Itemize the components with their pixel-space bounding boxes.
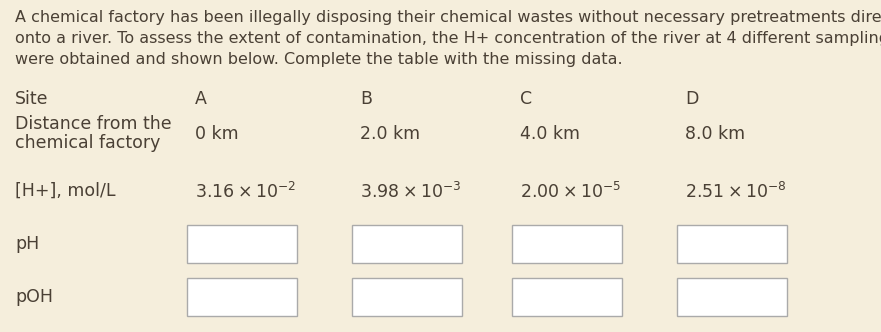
Text: pOH: pOH — [15, 288, 53, 306]
Bar — [512, 225, 622, 263]
Text: $3.16 \times 10^{-2}$: $3.16 \times 10^{-2}$ — [195, 182, 296, 202]
Text: [H+], mol/L: [H+], mol/L — [15, 182, 115, 200]
Text: $2.51 \times 10^{-8}$: $2.51 \times 10^{-8}$ — [685, 182, 787, 202]
Bar — [352, 225, 462, 263]
Bar — [677, 225, 787, 263]
Bar — [512, 278, 622, 316]
Text: Distance from the: Distance from the — [15, 115, 172, 133]
Text: onto a river. To assess the extent of contamination, the H+ concentration of the: onto a river. To assess the extent of co… — [15, 31, 881, 46]
Bar — [352, 278, 462, 316]
Text: B: B — [360, 90, 372, 108]
Text: C: C — [520, 90, 532, 108]
Text: 2.0 km: 2.0 km — [360, 125, 420, 143]
Bar — [187, 278, 297, 316]
Text: A chemical factory has been illegally disposing their chemical wastes without ne: A chemical factory has been illegally di… — [15, 10, 881, 25]
Text: $2.00 \times 10^{-5}$: $2.00 \times 10^{-5}$ — [520, 182, 621, 202]
Text: Site: Site — [15, 90, 48, 108]
Bar — [187, 225, 297, 263]
Text: 8.0 km: 8.0 km — [685, 125, 745, 143]
Bar — [677, 278, 787, 316]
Text: A: A — [195, 90, 207, 108]
Text: pH: pH — [15, 235, 40, 253]
Text: chemical factory: chemical factory — [15, 134, 160, 152]
Text: D: D — [685, 90, 699, 108]
Text: were obtained and shown below. Complete the table with the missing data.: were obtained and shown below. Complete … — [15, 52, 623, 67]
Text: 0 km: 0 km — [195, 125, 239, 143]
Text: $3.98 \times 10^{-3}$: $3.98 \times 10^{-3}$ — [360, 182, 462, 202]
Text: 4.0 km: 4.0 km — [520, 125, 580, 143]
